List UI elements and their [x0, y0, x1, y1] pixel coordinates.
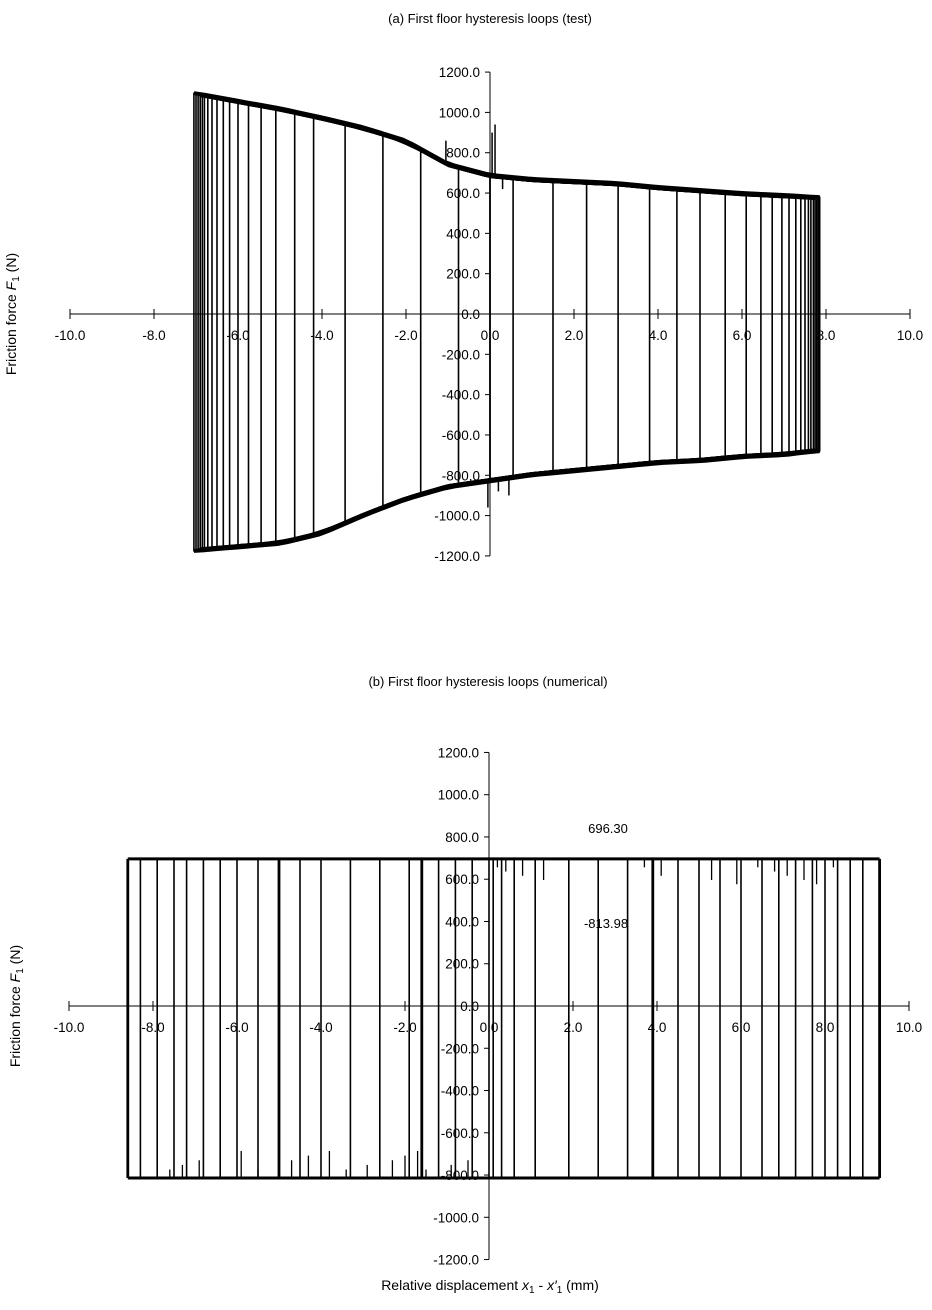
chart-a-x-tick-label: -4.0 [310, 328, 333, 343]
chart-a-y-tick-label: -1000.0 [434, 509, 480, 524]
chart-a-hysteresis-loop [197, 94, 818, 550]
chart-b-y-tick-label: -600.0 [441, 1126, 479, 1141]
chart-a-x-tick-label: 8.0 [817, 328, 836, 343]
chart-a-x-tick-label: -2.0 [394, 328, 417, 343]
chart-a-y-tick-label: -600.0 [442, 428, 480, 443]
chart-b-loops [126, 857, 881, 1180]
chart-a-y-tick-label: 600.0 [446, 186, 480, 201]
chart-b-upper-force-label: 696.30 [588, 821, 628, 836]
chart-b-y-tick-label: -200.0 [441, 1041, 479, 1056]
chart-a-y-tick-label: 1200.0 [439, 65, 480, 80]
chart-b-x-tick-label: 10.0 [896, 1020, 922, 1035]
chart-a-axes: -10.0 -8.0 -6.0 -4.0 -2.0 0.0 2.0 4.0 6.0 8.0 10.0… [55, 65, 924, 564]
chart-b-x-axis-label: Relative displacement x1 - x′1 (mm) [381, 1277, 599, 1296]
chart-b-y-tick-label: -1200.0 [433, 1253, 479, 1268]
chart-a-x-tick-label: 4.0 [649, 328, 668, 343]
chart-b-y-tick-label: 0.0 [460, 999, 479, 1014]
chart-b-x-tick-label: 4.0 [648, 1020, 667, 1035]
chart-b-y-tick-label: 1000.0 [438, 788, 479, 803]
chart-a-loops [193, 91, 821, 553]
chart-b-y-tick-label: 200.0 [445, 957, 479, 972]
chart-a-x-tick-label: 2.0 [565, 328, 584, 343]
chart-a-y-tick-label: 200.0 [446, 267, 480, 282]
chart-b-x-tick-label: -10.0 [54, 1020, 85, 1035]
chart-a-lower-envelope [193, 449, 820, 553]
chart-a-y-tick-label: -800.0 [442, 468, 480, 483]
chart-a-y-tick-label: 0.0 [461, 307, 480, 322]
chart-a-y-tick-label: 800.0 [446, 146, 480, 161]
chart-a-y-tick-label: 1000.0 [439, 105, 480, 120]
chart-b-y-tick-label: 600.0 [445, 872, 479, 887]
chart-a-y-axis-label: Friction force F1 (N) [3, 253, 22, 375]
chart-a-y-label-text: Friction force F1 (N) [3, 253, 22, 375]
chart-a-y-tick-label: -400.0 [442, 388, 480, 403]
chart-a-x-tick-label: 6.0 [733, 328, 752, 343]
chart-a-title: (a) First floor hysteresis loops (test) [388, 11, 592, 26]
chart-a-upper-envelope [193, 91, 820, 200]
chart-a-y-tick-label: 400.0 [446, 226, 480, 241]
chart-b-y-tick-label: -800.0 [441, 1168, 479, 1183]
chart-a-y-tick-label: -200.0 [442, 347, 480, 362]
chart-b-y-tick-label: 400.0 [445, 914, 479, 929]
chart-a-x-tick-label: 10.0 [897, 328, 923, 343]
chart-b-axes: -10.0 -8.0 -6.0 -4.0 -2.0 0.0 2.0 4.0 6.0 8.0 10.0… [54, 745, 923, 1267]
chart-a-x-tick-label: -10.0 [55, 328, 86, 343]
chart-b-x-tick-label: -8.0 [141, 1020, 164, 1035]
chart-a-hysteresis-loop [382, 134, 651, 508]
chart-a: (a) First floor hysteresis loops (test) … [3, 11, 923, 564]
chart-a-x-tick-label: -8.0 [142, 328, 165, 343]
chart-b-y-tick-label: 1200.0 [438, 745, 479, 760]
chart-b-y-tick-label: -1000.0 [433, 1210, 479, 1225]
chart-b-x-tick-label: 2.0 [564, 1020, 583, 1035]
chart-b-y-axis-label: Friction force F1 (N) [7, 945, 26, 1067]
chart-b-y-tick-label: -400.0 [441, 1084, 479, 1099]
chart-b-y-tick-label: 800.0 [445, 830, 479, 845]
chart-a-y-tick-label: -1200.0 [434, 549, 480, 564]
chart-b-x-tick-label: -2.0 [393, 1020, 416, 1035]
chart-b-x-label-text: Relative displacement x1 - x′1 (mm) [381, 1277, 599, 1296]
chart-b-y-label-text: Friction force F1 (N) [7, 945, 26, 1067]
chart-a-hysteresis-loop [489, 174, 554, 482]
chart-b-title: (b) First floor hysteresis loops (numeri… [368, 674, 607, 689]
chart-b-lower-force-label: -813.98 [584, 916, 628, 931]
chart-a-hysteresis-loop [419, 150, 619, 494]
chart-b: (b) First floor hysteresis loops (numeri… [7, 674, 922, 1296]
